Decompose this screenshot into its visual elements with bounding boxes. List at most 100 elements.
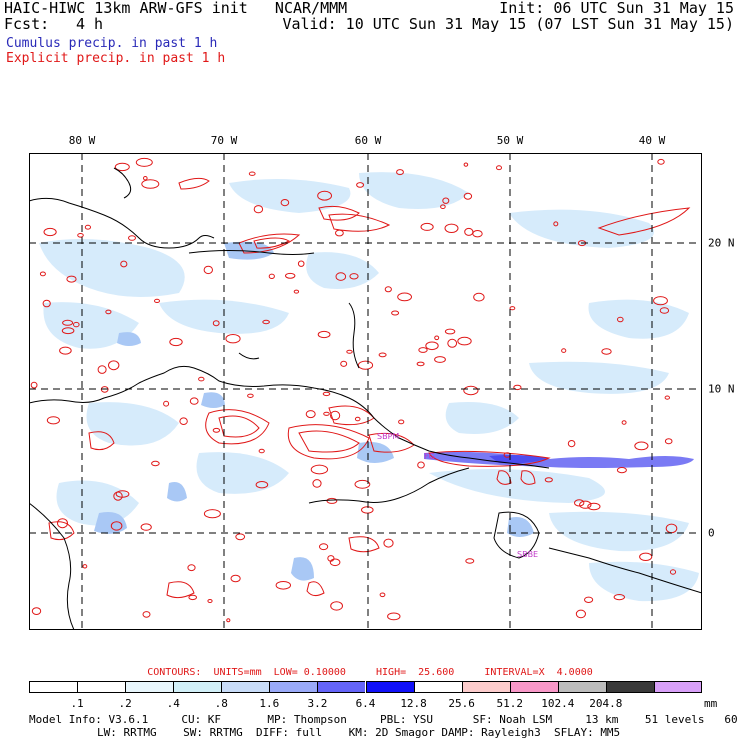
precip-cell xyxy=(268,273,275,280)
color-bar-swatch xyxy=(77,681,126,693)
precip-cell xyxy=(463,385,479,396)
precip-cell xyxy=(312,479,322,488)
explicit-precip-label: Explicit precip. in past 1 h xyxy=(6,51,226,66)
precip-cell xyxy=(203,265,214,275)
color-bar-tick-label: .8 xyxy=(214,697,228,710)
precip-cell xyxy=(601,348,612,355)
precip-cell xyxy=(57,518,68,529)
precip-cell xyxy=(659,307,670,314)
precip-cell xyxy=(120,260,128,268)
latlon-grid xyxy=(29,153,702,630)
precip-cell xyxy=(31,607,42,616)
precip-cell xyxy=(43,227,57,237)
precip-cell xyxy=(349,273,359,280)
precip-cell xyxy=(262,319,270,325)
precip-cell xyxy=(669,569,677,575)
cumulus-precip-light xyxy=(39,172,699,602)
lat-label-20n: 20 N xyxy=(708,236,735,250)
forecast-hour: 4 h xyxy=(76,15,104,33)
color-bar-swatch xyxy=(221,681,270,693)
precip-cell xyxy=(135,157,153,167)
precip-cell xyxy=(473,292,485,302)
precip-cell xyxy=(169,337,183,347)
precip-cell xyxy=(567,440,576,448)
precip-cell xyxy=(463,162,469,167)
precip-cell xyxy=(154,298,160,303)
precip-cell xyxy=(128,235,136,241)
color-bar-swatch xyxy=(605,681,654,693)
model-title: HAIC-HIWC 13km ARW-GFS init NCAR/MMM xyxy=(4,0,348,17)
precip-cell xyxy=(384,286,392,293)
lon-label-60w: 60 W xyxy=(354,134,382,147)
precip-cell xyxy=(447,338,458,348)
color-bar-tick-label: 51.2 xyxy=(496,697,523,710)
precip-cell xyxy=(322,391,331,397)
precip-cell xyxy=(354,416,361,422)
precip-cell xyxy=(187,564,196,572)
precip-cell xyxy=(398,419,405,425)
precip-cell xyxy=(335,229,344,237)
precip-cell xyxy=(544,477,553,483)
color-bar-swatch xyxy=(29,681,78,693)
precip-cell xyxy=(163,400,170,407)
precip-cell xyxy=(248,171,256,176)
precip-cell xyxy=(465,558,475,564)
precip-cell xyxy=(275,581,292,590)
precip-cell xyxy=(151,460,160,467)
precip-cell xyxy=(329,558,341,567)
precip-cell xyxy=(235,533,246,541)
precip-cell xyxy=(319,543,329,551)
precip-cell xyxy=(258,448,265,454)
precip-cell xyxy=(327,555,335,562)
valid-time: Valid: 10 UTC Sun 31 May 15 (07 LST Sun … xyxy=(282,15,734,33)
color-bar-swatch xyxy=(509,681,558,693)
contours-info: CONTOURS: UNITS=mm LOW= 0.10000 HIGH= 25… xyxy=(147,667,593,678)
precip-cell xyxy=(416,361,425,367)
precip-cell xyxy=(657,158,665,165)
color-bar-tick-label: 1.6 xyxy=(259,697,280,710)
precip-cell xyxy=(434,356,446,363)
color-bar-swatch xyxy=(413,681,462,693)
precipitation-map[interactable]: SBPM FG SBBE xyxy=(29,153,702,630)
color-bar-swatch xyxy=(125,681,174,693)
precip-cell xyxy=(305,410,316,419)
precip-cell xyxy=(230,574,241,583)
precip-cell xyxy=(310,464,329,475)
units-label: mm xyxy=(704,697,718,710)
precip-cell xyxy=(346,349,353,354)
precip-cell xyxy=(77,233,84,238)
precip-cell xyxy=(293,289,300,294)
color-bar-swatch xyxy=(365,681,414,693)
precip-cell xyxy=(114,162,130,172)
precip-cell xyxy=(440,204,446,210)
precip-cell xyxy=(621,420,627,425)
precip-cell xyxy=(639,552,653,561)
precip-cell xyxy=(203,509,221,519)
explicit-precip-contours xyxy=(48,177,691,599)
precip-cell xyxy=(82,564,88,569)
precip-cell xyxy=(444,328,456,335)
precip-cell xyxy=(464,227,474,236)
precip-cell xyxy=(553,221,559,227)
precip-cell xyxy=(420,222,434,231)
color-bar-swatch xyxy=(653,681,702,693)
precip-cell xyxy=(61,327,75,335)
precip-cell xyxy=(207,599,213,603)
precip-cell xyxy=(42,299,51,308)
precip-cell xyxy=(225,334,241,344)
precip-cell xyxy=(66,275,77,283)
precip-cell xyxy=(444,223,459,234)
precip-cell xyxy=(472,230,483,238)
precip-cell xyxy=(561,348,567,353)
lon-label-40w: 40 W xyxy=(638,134,666,147)
precip-cell xyxy=(247,393,254,399)
model-info-line2: LW: RRTMG SW: RRTMG DIFF: full KM: 2D Sm… xyxy=(97,726,621,739)
precip-cell xyxy=(496,165,502,171)
precip-cell xyxy=(330,410,341,421)
precip-cell xyxy=(323,411,330,416)
color-bar-swatch xyxy=(173,681,222,693)
precip-cell xyxy=(253,205,264,214)
precip-cell xyxy=(391,310,400,316)
color-bar-tick-label: .4 xyxy=(166,697,180,710)
precip-cell xyxy=(396,169,404,176)
